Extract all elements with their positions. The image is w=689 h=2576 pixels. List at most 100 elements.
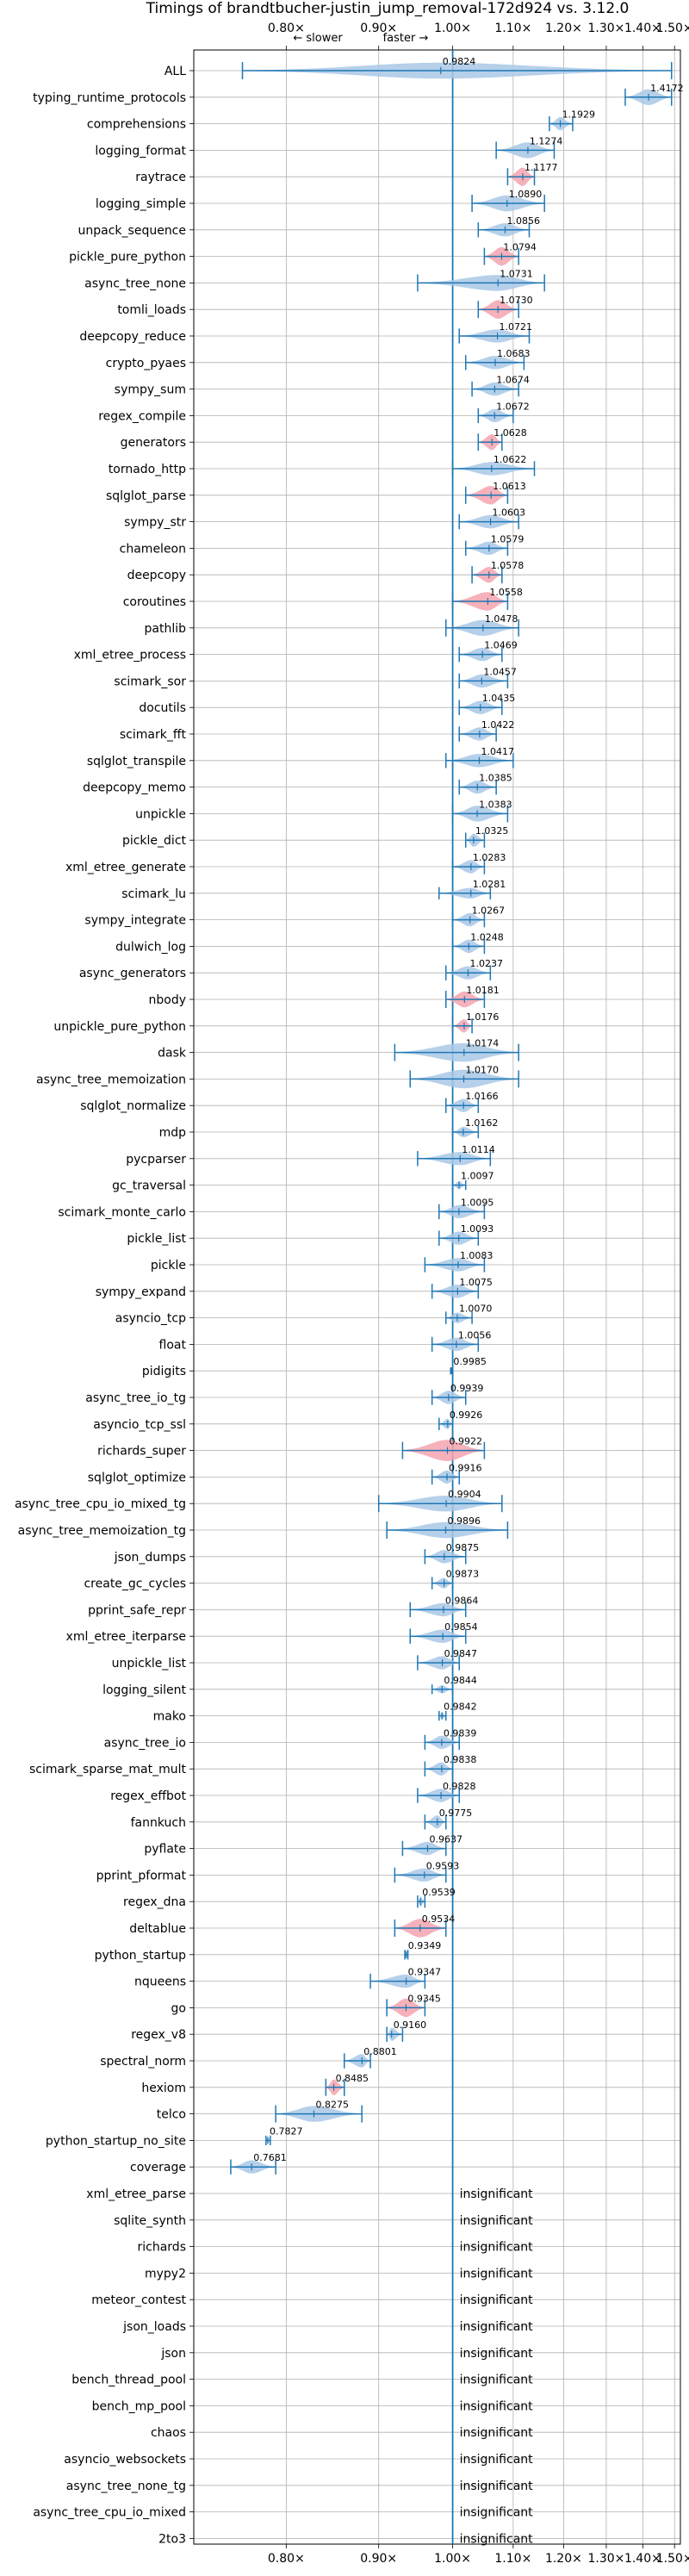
benchmark-label: chameleon — [120, 542, 186, 556]
value-label: 0.8485 — [336, 2073, 369, 2084]
value-label: 1.4172 — [650, 83, 684, 94]
chart-title: Timings of brandtbucher-justin_jump_remo… — [146, 0, 630, 17]
benchmark-label: docutils — [139, 701, 186, 715]
benchmark-label: 2to3 — [158, 2532, 186, 2546]
value-label: 1.0856 — [507, 215, 541, 227]
benchmark-label: coroutines — [123, 595, 186, 609]
benchmark-label: sympy_expand — [96, 1285, 186, 1299]
benchmark-label: mdp — [159, 1126, 187, 1140]
value-label: 0.9854 — [444, 1621, 478, 1633]
violin-marks — [230, 50, 673, 2544]
benchmark-label: scimark_sparse_mat_mult — [29, 1763, 186, 1776]
benchmark-label: sqlglot_parse — [106, 489, 186, 503]
value-label: 0.9824 — [443, 56, 476, 67]
value-label: 1.0248 — [470, 931, 504, 943]
value-label: 1.1177 — [525, 162, 558, 173]
tick-label-bottom: 1.20× — [545, 2552, 582, 2566]
benchmark-label: nbody — [149, 993, 187, 1007]
tick-label-bottom: 0.90× — [360, 2552, 397, 2566]
value-label: 1.0281 — [473, 879, 506, 890]
value-label: 1.0075 — [459, 1277, 493, 1288]
benchmark-label: deltablue — [129, 1922, 186, 1936]
benchmark-label: sympy_sum — [115, 383, 186, 397]
x-axis: 0.80× 0.80× 0.90× 0.90× 1.00× 1.00× 1.10× 1.10×… — [189, 22, 689, 2566]
benchmark-label: regex_effbot — [110, 1789, 186, 1803]
tick-label-bottom: 1.40× — [624, 2552, 661, 2566]
value-label: 1.1274 — [530, 135, 563, 146]
value-label: 1.0383 — [479, 799, 512, 810]
benchmark-label: async_generators — [79, 967, 186, 980]
benchmark-label: deepcopy — [127, 569, 186, 582]
benchmark-label: go — [171, 2001, 186, 2015]
benchmark-label: pprint_safe_repr — [88, 1603, 186, 1617]
benchmark-label: sqlglot_transpile — [87, 755, 186, 768]
benchmark-label: unpickle_list — [112, 1657, 187, 1671]
value-label: 0.9864 — [445, 1595, 479, 1606]
benchmark-label: comprehensions — [87, 118, 186, 132]
value-label: 1.0478 — [485, 613, 518, 625]
benchmark-label: deepcopy_memo — [83, 781, 186, 795]
value-label: 0.9896 — [447, 1515, 481, 1527]
benchmark-label: sqlglot_normalize — [80, 1099, 186, 1113]
value-label: 0.9349 — [408, 1940, 441, 1951]
benchmark-label: async_tree_io — [104, 1736, 186, 1750]
value-label: 1.0579 — [491, 533, 525, 544]
value-label: 0.9534 — [422, 1913, 456, 1925]
value-label: 1.0628 — [493, 427, 527, 439]
insignificant-label: insignificant — [460, 2532, 534, 2546]
tick-label-top: 1.40× — [624, 22, 661, 35]
insignificant-label: insignificant — [460, 2399, 534, 2413]
benchmark-label: async_tree_cpu_io_mixed_tg — [15, 1497, 186, 1511]
benchmark-label: float — [159, 1338, 187, 1352]
benchmark-label: hexiom — [141, 2081, 186, 2095]
benchmark-label: bench_mp_pool — [92, 2399, 186, 2413]
benchmark-label: mako — [153, 1710, 186, 1724]
benchmark-label: json — [160, 2347, 186, 2361]
benchmark-label: sympy_integrate — [84, 914, 186, 928]
value-label: 0.9539 — [422, 1887, 456, 1898]
benchmark-label: dask — [158, 1047, 187, 1061]
benchmark-label: richards_super — [97, 1445, 186, 1459]
value-label: 0.9775 — [439, 1808, 473, 1819]
value-label: 0.9160 — [394, 2019, 427, 2031]
benchmark-label: unpickle — [135, 807, 186, 821]
value-label: 0.9345 — [407, 1993, 441, 2004]
benchmark-label: async_tree_none — [84, 277, 186, 290]
benchmark-label: sympy_str — [124, 516, 186, 530]
value-label: 1.0435 — [482, 693, 516, 704]
gridlines — [194, 50, 680, 2544]
benchmark-label: tornado_http — [109, 463, 186, 476]
benchmark-label: python_startup_no_site — [46, 2134, 186, 2148]
value-label: 1.0114 — [462, 1144, 495, 1155]
benchmark-label: unpickle_pure_python — [53, 1020, 186, 1034]
insignificant-label: insignificant — [460, 2506, 534, 2520]
benchmark-label: asyncio_websockets — [64, 2453, 186, 2467]
benchmark-label: async_tree_io_tg — [85, 1391, 186, 1405]
benchmark-label: typing_runtime_protocols — [33, 91, 186, 105]
value-label: 0.9844 — [444, 1675, 477, 1686]
benchmark-label: mypy2 — [145, 2267, 186, 2280]
value-label: 1.0166 — [465, 1091, 499, 1102]
benchmark-label: pyflate — [144, 1843, 186, 1857]
value-label: 0.9842 — [444, 1702, 477, 1713]
benchmark-label: pickle — [151, 1259, 186, 1272]
benchmark-label: nqueens — [134, 1976, 186, 1989]
benchmark-label: xml_etree_process — [74, 649, 186, 663]
benchmark-label: scimark_monte_carlo — [58, 1205, 186, 1219]
value-label: 1.0794 — [503, 242, 537, 253]
value-label: 1.0672 — [496, 401, 530, 412]
benchmark-label: async_tree_none_tg — [66, 2480, 186, 2493]
value-label: 0.9847 — [444, 1648, 478, 1659]
benchmark-label: gc_traversal — [112, 1179, 186, 1193]
value-label: 1.0578 — [491, 560, 525, 571]
value-label: 1.0558 — [489, 587, 523, 598]
insignificant-label: insignificant — [460, 2267, 534, 2280]
value-label: 0.9873 — [446, 1569, 480, 1580]
insignificant-label: insignificant — [460, 2426, 534, 2440]
benchmark-label: telco — [157, 2108, 186, 2122]
tick-label-bottom: 1.50× — [656, 2552, 689, 2566]
benchmark-label: logging_format — [95, 144, 186, 158]
benchmark-label: scimark_lu — [121, 887, 186, 901]
value-label: 1.0890 — [509, 189, 543, 200]
value-label: 0.9839 — [444, 1727, 477, 1739]
